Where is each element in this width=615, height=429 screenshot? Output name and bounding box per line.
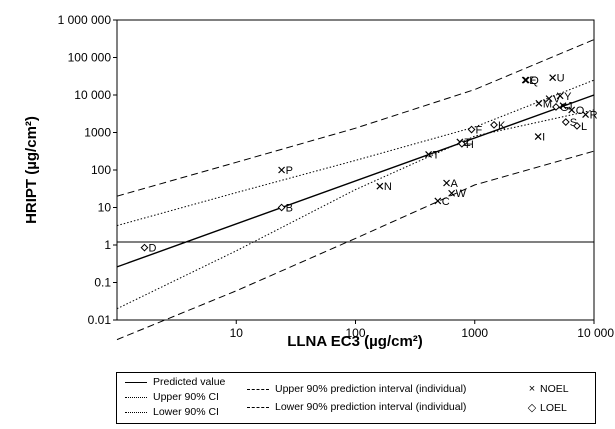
noel-point xyxy=(376,182,384,190)
legend-lower-pi-swatch xyxy=(247,406,269,408)
noel-point xyxy=(425,151,432,158)
point-label: Y xyxy=(564,91,572,103)
legend-lower-pi-label: Lower 90% prediction interval (individua… xyxy=(275,401,467,413)
point-label: D xyxy=(148,243,156,255)
legend-predicted: Predicted value xyxy=(125,376,225,388)
point-label: G xyxy=(560,102,569,114)
lower-pi-line xyxy=(116,150,595,341)
lines-layer xyxy=(116,39,595,341)
y-tick-label: 0.01 xyxy=(88,313,112,327)
ticks-layer: 0.01 0.1 1 10 100 1000 10 000 100 000 1 000 000 1… xyxy=(58,13,615,340)
point-label: F xyxy=(476,125,483,137)
noel-point xyxy=(278,166,286,174)
point-label: T xyxy=(433,149,440,161)
upper-ci-line xyxy=(116,79,595,227)
point-label: N xyxy=(384,181,392,193)
legend-loel-label: LOEL xyxy=(540,401,567,414)
x-axis-title: LLNA EC3 (µg/cm²) xyxy=(287,333,423,350)
point-label: L xyxy=(581,121,587,133)
point-label: A xyxy=(451,178,459,190)
point-label: K xyxy=(498,120,506,132)
x-tick-label: 1000 xyxy=(461,326,488,340)
loel-point xyxy=(140,243,149,252)
y-tick-label: 1000 xyxy=(84,126,111,140)
lower-ci-line xyxy=(116,109,595,310)
predicted-line xyxy=(116,94,595,268)
point-label: I xyxy=(542,132,545,144)
legend-upper-pi-label: Upper 90% prediction interval (individua… xyxy=(275,383,467,395)
noel-point xyxy=(568,106,576,114)
legend-noel-label: NOEL xyxy=(540,383,569,395)
legend-noel: × NOEL xyxy=(527,383,569,395)
loel-point xyxy=(277,203,286,212)
point-label: M xyxy=(543,98,552,110)
legend-upper-ci-swatch xyxy=(125,396,147,398)
noel-point xyxy=(549,74,557,82)
chart: 0.01 0.1 1 10 100 1000 10 000 100 000 1 000 000 1… xyxy=(23,13,615,350)
legend-lower-pi: Lower 90% prediction interval (individua… xyxy=(247,401,466,413)
legend-lower-ci: Lower 90% CI xyxy=(125,406,219,418)
legend-predicted-label: Predicted value xyxy=(153,376,226,388)
legend-predicted-swatch xyxy=(125,381,147,383)
y-tick-label: 100 000 xyxy=(68,51,112,65)
point-label: C xyxy=(442,196,450,208)
noel-point xyxy=(582,111,590,119)
point-label: O xyxy=(576,105,585,117)
x-tick-label: 10 xyxy=(230,326,244,340)
points-layer: D B P N CAW T ZHF K I EQ U M V YGJ OS RL xyxy=(140,73,598,255)
loel-point xyxy=(552,103,560,111)
point-label: H xyxy=(466,139,474,151)
loel-point xyxy=(573,121,581,130)
point-label: B xyxy=(286,203,293,215)
loel-point xyxy=(457,139,466,148)
diamond-marker-icon: ◇ xyxy=(527,402,537,414)
point-label: U xyxy=(557,73,565,85)
loel-point xyxy=(490,120,498,129)
loel-point xyxy=(561,118,570,126)
point-label: Z xyxy=(464,137,471,149)
noel-point xyxy=(521,76,529,84)
point-label: W xyxy=(456,188,467,200)
noel-point xyxy=(434,197,442,205)
legend-upper-pi-swatch xyxy=(247,388,269,390)
noel-point xyxy=(534,133,542,140)
noel-point xyxy=(522,76,530,84)
noel-point xyxy=(559,102,567,110)
point-label: E xyxy=(529,75,536,87)
legend: Predicted value Upper 90% CI Lower 90% C… xyxy=(116,372,596,424)
x-tick-label: 100 xyxy=(345,326,365,340)
y-tick-label: 1 000 000 xyxy=(58,13,112,27)
legend-upper-pi: Upper 90% prediction interval (individua… xyxy=(247,383,466,395)
y-tick-label: 10 000 xyxy=(74,88,111,102)
plot-area xyxy=(116,19,595,321)
upper-pi-line xyxy=(116,39,595,197)
point-label: P xyxy=(286,165,293,177)
x-tick-label: 10 000 xyxy=(577,326,614,340)
point-label: S xyxy=(570,117,577,129)
y-tick-label: 1 xyxy=(104,238,111,252)
legend-upper-ci-label: Upper 90% CI xyxy=(153,391,219,403)
point-label: V xyxy=(553,94,561,106)
legend-lower-ci-swatch xyxy=(125,411,147,413)
noel-point xyxy=(443,179,450,187)
noel-point xyxy=(448,189,456,197)
legend-loel: ◇ LOEL xyxy=(527,401,567,415)
point-label: J xyxy=(567,101,573,113)
y-tick-label: 0.1 xyxy=(94,276,111,290)
legend-lower-ci-label: Lower 90% CI xyxy=(153,406,219,418)
cross-marker-icon: × xyxy=(528,383,536,395)
y-axis-title: HRIPT (µg/cm²) xyxy=(23,116,40,224)
noel-point xyxy=(545,95,553,103)
noel-point xyxy=(535,99,543,107)
loel-point xyxy=(467,125,476,134)
y-tick-label: 10 xyxy=(98,201,112,215)
point-label: R xyxy=(590,110,598,122)
point-label: Q xyxy=(530,75,539,87)
legend-upper-ci: Upper 90% CI xyxy=(125,391,219,403)
y-tick-label: 100 xyxy=(91,163,111,177)
noel-point xyxy=(556,92,564,100)
